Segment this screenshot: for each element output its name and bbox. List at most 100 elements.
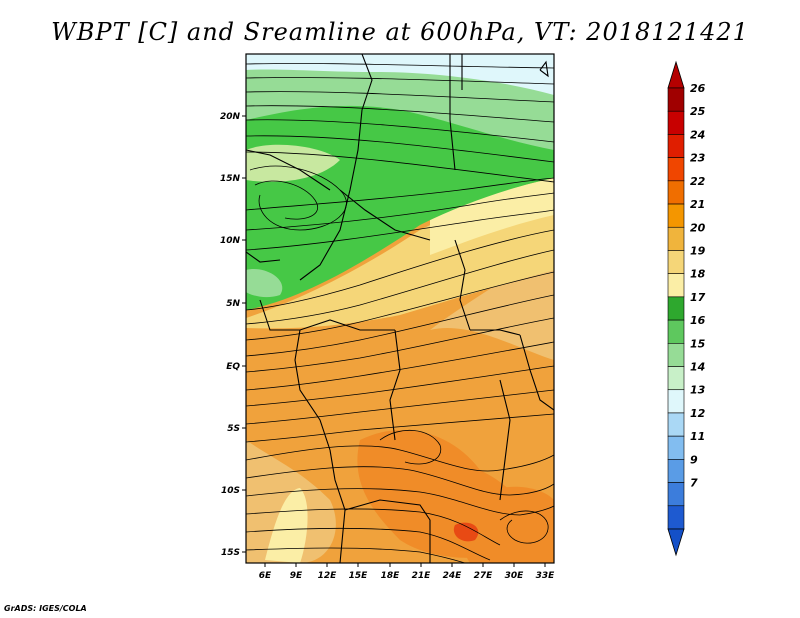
colorbar-label: 20	[690, 221, 706, 234]
border	[299, 54, 373, 281]
streamline	[246, 249, 554, 325]
lat-label-15s: 15S	[221, 548, 240, 558]
border	[539, 60, 549, 78]
streamline	[379, 429, 442, 465]
colorbar-box	[667, 459, 685, 483]
streamline	[246, 105, 554, 123]
colorbar-box	[667, 435, 685, 460]
border	[499, 379, 511, 501]
streamline	[246, 341, 554, 391]
border	[259, 299, 395, 331]
streamline	[246, 192, 554, 231]
border	[339, 189, 431, 241]
border	[389, 329, 401, 441]
colorbar-top-arrow	[667, 60, 685, 89]
border	[294, 329, 331, 451]
lat-axis: 20N 15N 10N 5N EQ 5S 10S 15S	[220, 112, 246, 558]
colorbar-label: 23	[690, 152, 706, 165]
colorbar-box	[667, 180, 685, 205]
field-pale-yellow-southwest	[265, 488, 308, 563]
colorbar-label: 19	[690, 244, 706, 257]
streamline	[246, 135, 554, 163]
field-pale-blue-north	[246, 54, 554, 95]
border	[454, 239, 471, 331]
border	[449, 54, 456, 171]
colorbar-box	[667, 366, 685, 391]
lon-label-30e: 30E	[505, 571, 525, 581]
border	[246, 149, 331, 191]
lon-label-6e: 6E	[259, 571, 272, 581]
lat-label-10s: 10S	[221, 486, 240, 496]
colorbar-box	[667, 389, 685, 414]
chart-title: WBPT [C] and Sreamline at 600hPa, VT: 20…	[51, 18, 749, 46]
lat-label-5s: 5S	[227, 424, 240, 434]
colorbar-label: 21	[690, 198, 705, 211]
streamline	[254, 180, 318, 220]
colorbar-label: 12	[690, 407, 706, 420]
streamline	[246, 229, 554, 311]
colorbar-boxes	[667, 87, 685, 530]
colorbar-box	[667, 343, 685, 367]
streamline	[246, 547, 466, 563]
streamline	[246, 209, 554, 251]
streamline	[499, 510, 549, 544]
lat-label-15n: 15N	[220, 174, 241, 184]
streamline	[246, 317, 554, 373]
border	[519, 334, 554, 411]
colorbar-box	[667, 273, 685, 298]
streamline	[246, 294, 554, 357]
lon-label-15e: 15E	[349, 571, 369, 581]
border	[329, 449, 346, 563]
streamline	[249, 165, 347, 231]
colorbar-label: 25	[690, 105, 706, 118]
border	[344, 499, 431, 563]
lat-label-20n: 20N	[220, 112, 241, 122]
colorbar-bottom-arrow	[667, 528, 685, 557]
field-dark-orange-southeast	[460, 486, 554, 563]
streamline	[246, 445, 554, 472]
border	[470, 329, 521, 336]
colorbar-box	[667, 319, 685, 344]
wbpt-field	[246, 54, 554, 563]
colorbar-box	[667, 157, 685, 182]
lon-axis: 6E 9E 12E 15E 18E 21E 24E 27E 30E 33E	[259, 563, 555, 581]
streamlines	[246, 63, 554, 563]
lat-label-10n: 10N	[220, 236, 241, 246]
colorbar-label: 16	[690, 314, 706, 327]
streamline	[246, 508, 501, 546]
field-red-southeast	[453, 522, 479, 542]
colorbar-label: 18	[690, 268, 706, 281]
colorbar-label: 24	[690, 128, 705, 141]
streamline	[246, 466, 554, 496]
colorbar-labels: 26 25 24 23 22 21 20 19 18 17 16 15 14 13 12 11 9 7	[690, 82, 706, 490]
field-light-green-south	[246, 269, 283, 298]
colorbar-box	[667, 110, 685, 135]
lon-label-9e: 9E	[290, 571, 303, 581]
colorbar-label: 11	[690, 430, 705, 443]
streamline	[246, 77, 554, 85]
colorbar-box	[667, 87, 685, 112]
lon-label-12e: 12E	[318, 571, 338, 581]
lon-label-24e: 24E	[443, 571, 463, 581]
field-light-green-patch	[246, 144, 340, 182]
streamline	[246, 389, 554, 425]
lon-label-27e: 27E	[474, 571, 494, 581]
map-frame	[245, 53, 555, 564]
colorbar: 26 25 24 23 22 21 20 19 18 17 16 15 14 13 12 11 9 7	[667, 60, 706, 557]
streamline	[246, 91, 554, 103]
streamline	[246, 365, 554, 407]
lat-label-5n: 5N	[226, 299, 240, 309]
streamline	[246, 271, 554, 341]
colorbar-label: 15	[690, 337, 706, 350]
colorbar-label: 14	[690, 361, 705, 374]
colorbar-label: 7	[690, 477, 698, 490]
colorbar-box	[667, 250, 685, 274]
streamline	[246, 119, 554, 143]
colorbar-label: 17	[690, 291, 706, 304]
country-borders	[246, 54, 554, 563]
colorbar-box	[667, 412, 685, 437]
colorbar-label: 22	[690, 175, 706, 188]
streamline	[246, 413, 554, 443]
colorbar-label: 9	[690, 453, 698, 466]
